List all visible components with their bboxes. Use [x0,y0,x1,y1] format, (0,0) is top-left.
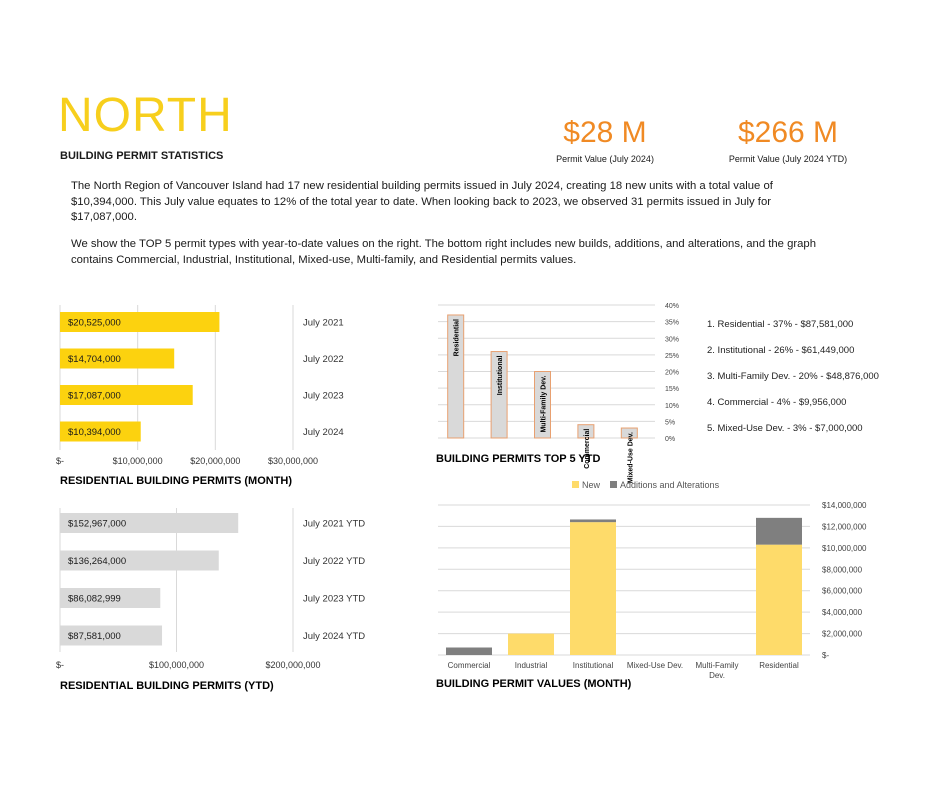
bar-value-label: $86,082,999 [68,594,121,605]
legend-label: New [582,480,601,490]
legend-swatch [572,481,579,488]
legend-swatch [610,481,617,488]
y-tick-label: 20% [665,370,679,377]
y-tick-label: 30% [665,336,679,343]
bar-value-label: $10,394,000 [68,427,121,438]
bar-segment [570,522,616,655]
category-label: Residential [759,661,799,670]
top5-list-item: 4. Commercial - 4% - $9,956,000 [707,397,846,408]
bar [60,312,220,332]
category-label: July 2023 YTD [303,594,365,605]
y-tick-label: 15% [665,386,679,393]
x-tick-label: $10,000,000 [113,456,163,466]
x-tick-label: $200,000,000 [265,660,320,670]
bar [534,371,551,439]
bar-value-label: $152,967,000 [68,519,126,530]
bar-segment [446,647,492,655]
y-tick-label: $6,000,000 [822,587,863,596]
kpi-ytd-caption: Permit Value (July 2024 YTD) [728,154,848,164]
y-tick-label: $14,000,000 [822,501,867,510]
y-tick-label: $10,000,000 [822,544,867,553]
category-label: July 2021 [303,318,344,329]
page-title: NORTH [58,89,233,142]
bar [60,588,161,608]
bar-segment [756,517,802,545]
category-label: July 2021 YTD [303,519,365,530]
chart-title: RESIDENTIAL BUILDING PERMITS (MONTH) [60,475,292,487]
bar [60,385,193,405]
bar-value-label: $20,525,000 [68,318,121,329]
bar [620,427,638,439]
bar-segment [756,544,802,655]
y-tick-label: 25% [665,353,679,360]
category-label: Institutional [573,661,614,670]
explanation-paragraph: We show the TOP 5 permit types with year… [71,238,816,266]
category-label: July 2024 [303,427,344,438]
bar [490,351,508,439]
y-tick-label: $2,000,000 [822,630,863,639]
bar-category-label: Multi-Family Dev. [541,375,548,432]
x-tick-label: $100,000,000 [149,660,204,670]
bar [447,314,465,439]
y-tick-label: $- [822,651,829,660]
kpi-month-value: $28 M [563,116,647,149]
y-tick-label: $4,000,000 [822,608,863,617]
chart-title: RESIDENTIAL BUILDING PERMITS (YTD) [60,680,274,692]
bar-value-label: $87,581,000 [68,631,121,642]
bar-category-label: Residential [454,319,461,356]
kpi-month-caption: Permit Value (July 2024) [556,154,654,164]
summary-paragraph: The North Region of Vancouver Island had… [71,180,773,223]
bar [60,513,239,533]
x-tick-label: $- [56,456,64,466]
y-tick-label: $8,000,000 [822,565,863,574]
y-tick-label: 0% [665,436,675,443]
x-tick-label: $- [56,660,64,670]
category-label: July 2024 YTD [303,631,365,642]
x-tick-label: $20,000,000 [190,456,240,466]
bar [60,348,175,369]
top5-list-item: 3. Multi-Family Dev. - 20% - $48,876,000 [707,371,879,382]
category-label: Mixed-Use Dev. [627,661,683,670]
bar [60,550,219,571]
page-subtitle: BUILDING PERMIT STATISTICS [60,150,224,162]
bar-value-label: $17,087,000 [68,391,121,402]
bar-segment [508,633,554,655]
bar-segment [570,519,616,523]
bar-category-label: Commercial [584,429,591,469]
top5-list-item: 1. Residential - 37% - $87,581,000 [707,319,853,330]
bar-value-label: $14,704,000 [68,354,121,365]
legend-label: Additions and Alterations [620,480,720,490]
bar-category-label: Institutional [497,356,504,396]
top5-list-item: 5. Mixed-Use Dev. - 3% - $7,000,000 [707,423,863,434]
top5-list-item: 2. Institutional - 26% - $61,449,000 [707,345,854,356]
category-label: July 2022 [303,354,344,365]
category-label: Industrial [515,661,548,670]
chart-title: BUILDING PERMIT VALUES (MONTH) [436,678,632,690]
category-label: July 2022 YTD [303,556,365,567]
x-tick-label: $30,000,000 [268,456,318,466]
y-tick-label: 35% [665,320,679,327]
category-label: July 2023 [303,391,344,402]
y-tick-label: 40% [665,303,679,310]
category-label: Multi-Family [695,661,738,670]
kpi-ytd-value: $266 M [737,116,839,149]
y-tick-label: 5% [665,419,675,426]
bar-category-label: Mixed-Use Dev. [627,432,634,483]
category-label: Commercial [448,661,491,670]
y-tick-label: $12,000,000 [822,522,867,531]
bar [577,424,595,439]
chart-title: BUILDING PERMITS TOP 5 YTD [436,453,600,465]
bar-value-label: $136,264,000 [68,556,126,567]
bar [60,625,163,646]
y-tick-label: 10% [665,403,679,410]
category-label: Dev. [709,671,725,680]
bar [60,421,141,442]
